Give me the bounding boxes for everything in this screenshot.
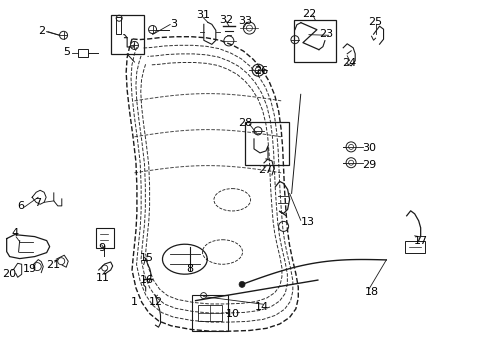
Bar <box>110 15 143 54</box>
Text: 19: 19 <box>23 264 37 274</box>
Text: 32: 32 <box>219 15 232 25</box>
Text: 3: 3 <box>170 19 177 30</box>
Text: 17: 17 <box>413 236 427 246</box>
Circle shape <box>239 282 244 287</box>
Text: 11: 11 <box>96 273 109 283</box>
Text: 2: 2 <box>38 26 45 36</box>
Text: 28: 28 <box>238 118 252 128</box>
Bar <box>244 122 289 165</box>
Text: 25: 25 <box>368 17 382 27</box>
Text: 27: 27 <box>257 165 272 175</box>
Text: 5: 5 <box>63 47 70 57</box>
Text: 16: 16 <box>139 275 153 285</box>
Text: 4: 4 <box>11 228 18 238</box>
Text: 30: 30 <box>361 143 375 153</box>
Text: 22: 22 <box>301 9 316 19</box>
Text: 23: 23 <box>319 29 333 39</box>
Bar <box>116 17 121 34</box>
Bar <box>192 295 228 331</box>
Text: 9: 9 <box>98 243 105 253</box>
Text: 8: 8 <box>186 264 193 274</box>
Text: 10: 10 <box>225 309 240 319</box>
Bar <box>198 305 222 321</box>
Text: 7: 7 <box>35 198 41 208</box>
Text: 13: 13 <box>300 217 314 228</box>
Text: 20: 20 <box>2 269 16 279</box>
Bar <box>96 228 113 248</box>
Bar <box>78 49 88 57</box>
Text: 24: 24 <box>342 58 356 68</box>
Text: 31: 31 <box>196 10 209 20</box>
Text: 1: 1 <box>131 297 138 307</box>
Text: 15: 15 <box>139 253 153 264</box>
Text: 12: 12 <box>148 297 162 307</box>
Bar <box>294 20 335 62</box>
Text: 21: 21 <box>46 260 60 270</box>
Text: 18: 18 <box>364 287 378 297</box>
Text: 14: 14 <box>254 302 268 312</box>
Text: 6: 6 <box>17 201 24 211</box>
Text: 26: 26 <box>254 66 268 76</box>
Bar <box>404 241 424 253</box>
Text: 29: 29 <box>361 160 375 170</box>
Text: 33: 33 <box>238 16 252 26</box>
